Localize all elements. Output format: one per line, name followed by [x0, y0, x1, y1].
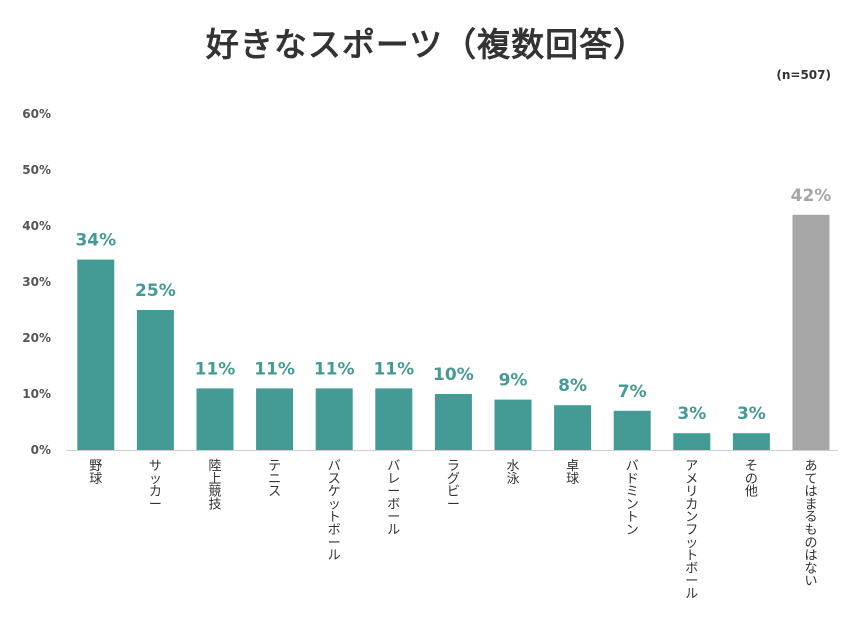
bar [315, 388, 353, 450]
bars [77, 214, 830, 450]
x-axis-labels: 野球 サッカー 陸上競技 テニス バスケットボール バレーボール ラグビー 水泳 卓球 バドミント… [89, 458, 817, 602]
data-label: 7% [618, 382, 647, 402]
x-tick-label: テニス [268, 459, 281, 500]
x-tick-label: 野球 [89, 459, 102, 487]
x-tick-label: ラグビー [447, 459, 460, 512]
data-label: 3% [737, 404, 766, 424]
x-tick-label: 陸上競技 [208, 458, 221, 512]
x-tick-label: あてはまるものはない [804, 459, 817, 589]
bar [434, 394, 472, 450]
data-label: 11% [195, 359, 236, 379]
chart-title: 好きなスポーツ（複数回答） [205, 25, 648, 64]
x-tick-label: バドミントン [626, 459, 639, 538]
bar [136, 310, 174, 450]
y-tick-label: 0% [31, 443, 51, 457]
data-label: 25% [135, 281, 176, 301]
bar [732, 433, 770, 450]
y-tick-label: 40% [22, 219, 51, 233]
bar [613, 410, 651, 450]
bar [494, 399, 532, 450]
data-label: 11% [254, 359, 295, 379]
y-tick-label: 20% [22, 331, 51, 345]
x-tick-label: アメリカンフットボール [685, 459, 698, 602]
x-tick-label: 水泳 [506, 459, 519, 487]
bar [256, 388, 294, 450]
bar [792, 214, 830, 450]
data-label: 42% [791, 186, 832, 206]
x-tick-label: その他 [745, 459, 758, 500]
data-label: 34% [75, 231, 116, 251]
x-tick-label: バスケットボール [328, 459, 341, 564]
y-tick-label: 10% [22, 387, 51, 401]
y-axis: 0% 10% 20% 30% 40% 50% 60% [22, 107, 838, 457]
x-tick-label: バレーボール [387, 459, 400, 538]
x-tick-label: サッカー [149, 459, 162, 512]
y-tick-label: 30% [22, 275, 51, 289]
data-label: 11% [373, 359, 414, 379]
bar [554, 405, 592, 450]
data-label: 10% [433, 365, 474, 385]
data-label: 11% [314, 359, 355, 379]
bar [77, 259, 115, 450]
data-label: 3% [677, 404, 706, 424]
x-tick-label: 卓球 [566, 459, 579, 487]
data-label: 8% [558, 376, 587, 396]
bar [375, 388, 413, 450]
bar [196, 388, 234, 450]
bar [673, 433, 711, 450]
data-labels: 34% 25% 11% 11% 11% 11% 10% 9% 8% 7% 3% 3% 42% [75, 186, 831, 424]
y-tick-label: 50% [22, 163, 51, 177]
sample-size-note: (n=507) [776, 68, 831, 82]
data-label: 9% [499, 371, 528, 391]
y-tick-label: 60% [22, 107, 51, 121]
